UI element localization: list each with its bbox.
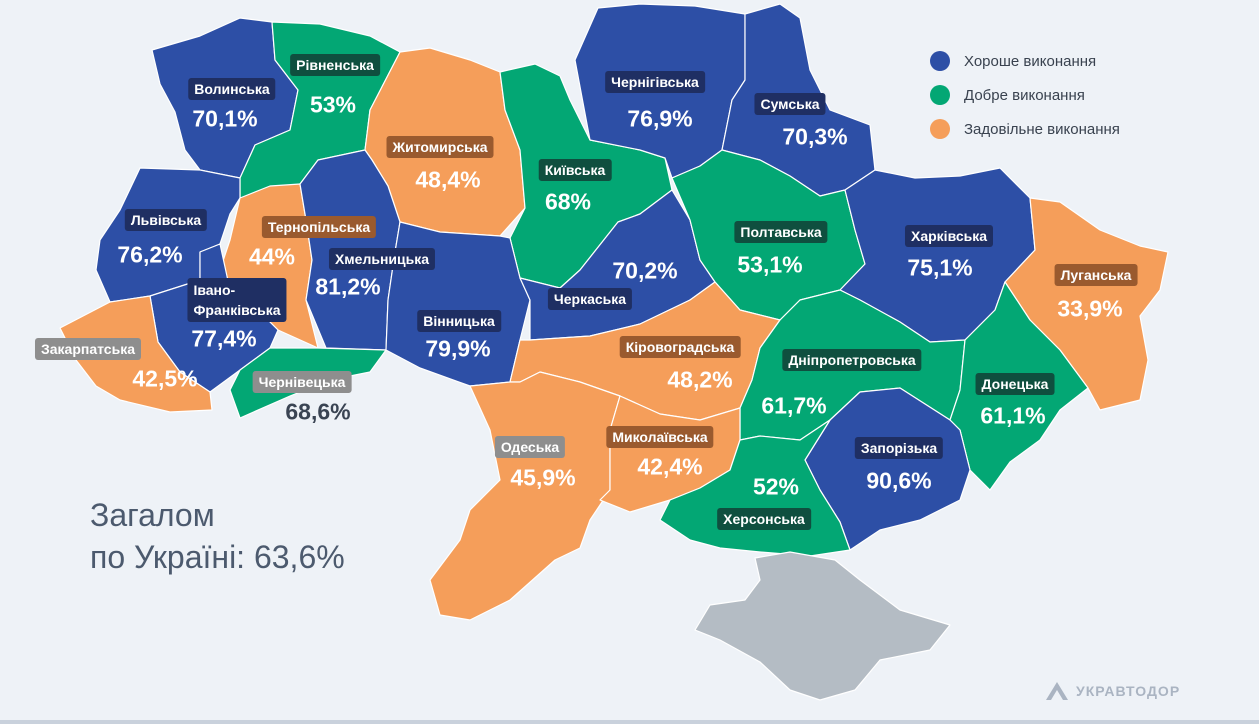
region-label-5: Сумська — [754, 93, 826, 115]
region-value-14: 53,1% — [737, 251, 803, 278]
region-label-16: Луганська — [1054, 264, 1138, 286]
region-label-11: Чернівецька — [252, 371, 352, 393]
total-line-2: по Україні: 63,6% — [90, 539, 345, 575]
region-20 — [429, 371, 621, 621]
region-label-22: Запорізька — [854, 437, 944, 459]
region-value-22: 90,6% — [866, 467, 932, 494]
legend-item-good: Хороше виконання — [930, 44, 1120, 78]
region-label-19: Донецька — [975, 373, 1055, 395]
region-value-1: 53% — [309, 91, 357, 118]
region-value-10: 42,5% — [132, 365, 198, 392]
region-label-6: Львівська — [124, 209, 208, 231]
region-value-0: 70,1% — [192, 105, 258, 132]
legend-dot-satisfactory — [930, 119, 950, 139]
region-value-3: 68% — [544, 188, 592, 215]
region-label-14: Полтавська — [734, 221, 828, 243]
region-label-4: Чернігівська — [605, 71, 705, 93]
region-label-20: Одеська — [494, 436, 566, 458]
region-value-7: 44% — [248, 243, 296, 270]
region-label-18: Дніпропетровська — [782, 349, 922, 371]
region-label-1: Рівненська — [290, 54, 380, 76]
bottom-divider — [0, 720, 1259, 724]
region-value-8: 81,2% — [315, 273, 381, 300]
region-value-19: 61,1% — [980, 402, 1046, 429]
region-label-12: Вінницька — [417, 310, 501, 332]
region-value-17: 48,2% — [667, 366, 733, 393]
region-label-9: Івано- Франківська — [187, 278, 287, 322]
region-label-23: Херсонська — [717, 508, 811, 530]
total-summary: Загалом по Україні: 63,6% — [90, 494, 345, 578]
region-label-0: Волинська — [188, 78, 276, 100]
legend-label: Задовільне виконання — [964, 120, 1120, 138]
region-value-5: 70,3% — [782, 123, 848, 150]
legend-item-fine: Добре виконання — [930, 78, 1120, 112]
region-label-7: Тернопільська — [261, 216, 377, 238]
logo-icon — [1046, 682, 1068, 700]
legend-dot-fine — [930, 85, 950, 105]
region-label-10: Закарпатська — [34, 338, 142, 360]
region-value-16: 33,9% — [1057, 295, 1123, 322]
brand-logo: УКРАВТОДОР — [1044, 680, 1180, 702]
region-value-15: 75,1% — [907, 254, 973, 281]
total-line-1: Загалом — [90, 497, 215, 533]
region-value-4: 76,9% — [627, 105, 693, 132]
region-label-21: Миколаївська — [606, 426, 714, 448]
region-value-12: 79,9% — [425, 335, 491, 362]
region-value-20: 45,9% — [510, 464, 576, 491]
region-value-13: 70,2% — [612, 257, 678, 284]
region-label-2: Житомирська — [386, 136, 494, 158]
region-label-17: Кіровоградська — [619, 336, 741, 358]
region-crimea — [694, 551, 951, 701]
brand-name: УКРАВТОДОР — [1076, 683, 1181, 699]
region-label-13: Черкаська — [547, 288, 633, 310]
region-label-3: Київська — [538, 159, 612, 181]
legend-label: Хороше виконання — [964, 52, 1097, 70]
region-value-18: 61,7% — [761, 392, 827, 419]
legend-label: Добре виконання — [964, 86, 1085, 104]
legend-dot-good — [930, 51, 950, 71]
region-value-6: 76,2% — [117, 241, 183, 268]
region-value-11: 68,6% — [285, 398, 351, 425]
region-value-21: 42,4% — [637, 453, 703, 480]
region-label-8: Хмельницька — [328, 248, 436, 270]
region-label-15: Харківська — [904, 225, 994, 247]
region-value-9: 77,4% — [191, 325, 257, 352]
region-value-2: 48,4% — [415, 166, 481, 193]
legend-item-satisfactory: Задовільне виконання — [930, 112, 1120, 146]
legend: Хороше виконання Добре виконання Задовіл… — [930, 44, 1120, 146]
region-value-23: 52% — [752, 473, 800, 500]
